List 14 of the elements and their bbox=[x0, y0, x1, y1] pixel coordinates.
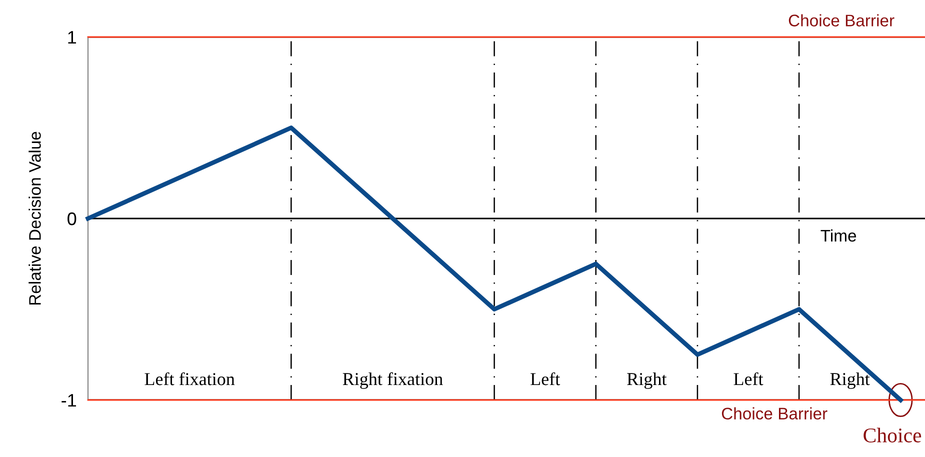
text: Choice bbox=[864, 428, 922, 442]
x-tick-label: Left bbox=[530, 372, 560, 386]
x-axis-title: Time bbox=[820, 229, 856, 242]
y-axis-title: Relative Decision Value bbox=[28, 132, 41, 305]
x-tick-label: Left bbox=[734, 372, 764, 386]
y-tick-label: 0 bbox=[68, 212, 76, 226]
y-tick-label: 1 bbox=[68, 31, 76, 44]
y-tick-label: -1 bbox=[62, 394, 76, 407]
ref-line-label: Choice Barrier bbox=[722, 407, 828, 420]
x-tick-label: Right bbox=[830, 372, 870, 389]
x-tick-label: Right fixation bbox=[342, 372, 443, 389]
ref-line-label: Choice Barrier bbox=[788, 14, 894, 26]
x-tick-label: Right bbox=[627, 372, 667, 389]
x-tick-label: Left fixation bbox=[144, 372, 235, 386]
